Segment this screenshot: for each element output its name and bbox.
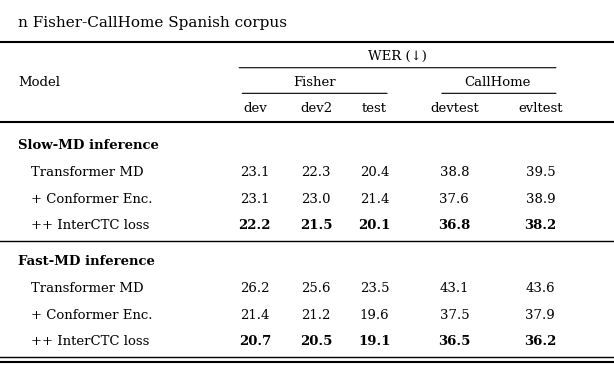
Text: WER (↓): WER (↓) [368,50,427,63]
Text: + Conformer Enc.: + Conformer Enc. [31,193,152,206]
Text: 20.5: 20.5 [300,335,332,348]
Text: 23.0: 23.0 [301,193,331,206]
Text: Fisher: Fisher [293,76,336,89]
Text: dev2: dev2 [300,102,332,115]
Text: 39.5: 39.5 [526,166,555,179]
Text: 36.5: 36.5 [438,335,470,348]
Text: n Fisher-CallHome Spanish corpus: n Fisher-CallHome Spanish corpus [18,16,287,30]
Text: 19.1: 19.1 [359,335,391,348]
Text: Fast-MD inference: Fast-MD inference [18,255,155,268]
Text: 23.1: 23.1 [240,166,270,179]
Text: 37.5: 37.5 [440,309,469,322]
Text: 37.9: 37.9 [526,309,555,322]
Text: 38.8: 38.8 [440,166,469,179]
Text: 21.5: 21.5 [300,219,332,232]
Text: 22.2: 22.2 [239,219,271,232]
Text: 38.9: 38.9 [526,193,555,206]
Text: 20.4: 20.4 [360,166,389,179]
Text: devtest: devtest [430,102,479,115]
Text: ++ InterCTC loss: ++ InterCTC loss [31,335,149,348]
Text: 36.2: 36.2 [524,335,556,348]
Text: Transformer MD: Transformer MD [31,166,143,179]
Text: 21.4: 21.4 [360,193,389,206]
Text: 25.6: 25.6 [301,282,331,295]
Text: 23.1: 23.1 [240,193,270,206]
Text: 20.1: 20.1 [359,219,391,232]
Text: 38.2: 38.2 [524,219,556,232]
Text: Slow-MD inference: Slow-MD inference [18,139,159,152]
Text: Transformer MD: Transformer MD [31,282,143,295]
Text: CallHome: CallHome [464,76,530,89]
Text: Model: Model [18,76,60,89]
Text: test: test [362,102,387,115]
Text: ++ InterCTC loss: ++ InterCTC loss [31,219,149,232]
Text: 26.2: 26.2 [240,282,270,295]
Text: + Conformer Enc.: + Conformer Enc. [31,309,152,322]
Text: 21.4: 21.4 [240,309,270,322]
Text: 21.2: 21.2 [301,309,331,322]
Text: 22.3: 22.3 [301,166,331,179]
Text: 43.1: 43.1 [440,282,469,295]
Text: dev: dev [243,102,266,115]
Text: evltest: evltest [518,102,562,115]
Text: 19.6: 19.6 [360,309,389,322]
Text: 36.8: 36.8 [438,219,470,232]
Text: 43.6: 43.6 [526,282,555,295]
Text: 20.7: 20.7 [239,335,271,348]
Text: 23.5: 23.5 [360,282,389,295]
Text: 37.6: 37.6 [440,193,469,206]
